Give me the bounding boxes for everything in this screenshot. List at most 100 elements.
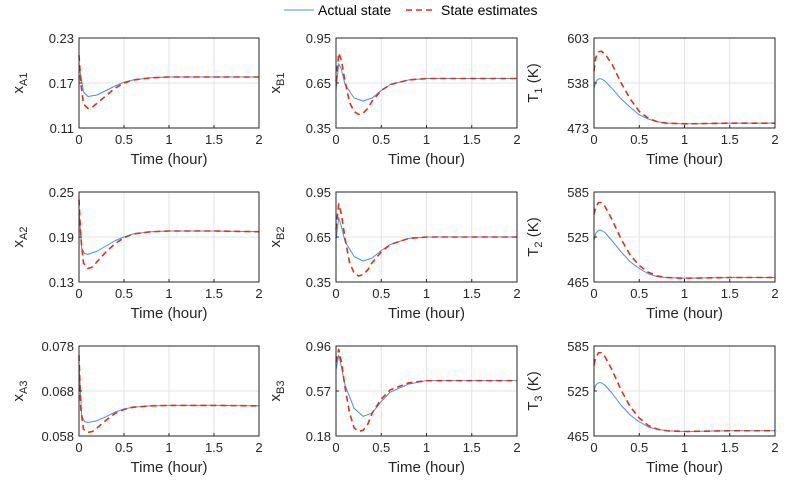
state-estimate-line [78,55,259,110]
subplot-xA1: 0 0.5 1 1.5 2 0.11 0.17 0.23 Time (hour) xA1 [10,31,263,168]
x-tick-label: 1 [423,132,430,147]
x-tick-label: 0.5 [630,132,648,147]
subplot-T3: 0 0.5 1 1.5 2 465 525 585 Time (hour) T3 (K) [525,339,779,476]
y-tick-label: 525 [567,230,589,245]
y-tick-label: 0.17 [49,76,74,91]
y-tick-label: 465 [567,429,589,444]
y-tick-label: 0.19 [49,230,74,245]
x-tick-label: 2 [255,132,262,147]
y-tick-label: 525 [567,384,589,399]
y-tick-label: 0.96 [306,339,331,354]
y-tick-label: 0.068 [41,384,74,399]
y-tick-label: 538 [567,76,589,91]
x-tick-label: 1 [681,286,688,301]
y-axis-label: xA1 [10,73,30,94]
x-tick-label: 0 [75,132,82,147]
state-estimate-line [593,50,775,125]
x-tick-label: 0 [75,440,82,455]
x-tick-label: 1 [165,286,172,301]
x-tick-label: 2 [513,132,520,147]
y-axis-label: T1 (K) [525,63,545,102]
y-tick-label: 465 [567,275,589,290]
x-tick-label: 1 [165,132,172,147]
x-tick-label: 2 [255,440,262,455]
x-axis-label: Time (hour) [646,305,723,322]
x-tick-label: 0 [332,132,339,147]
y-axis-label: xA2 [10,227,30,248]
y-tick-label: 0.058 [41,429,74,444]
y-tick-label: 0.57 [306,384,331,399]
x-tick-label: 0 [590,440,597,455]
subplot-xB3: 0 0.5 1 1.5 2 0.18 0.57 0.96 Time (hour) xB3 [267,339,521,476]
x-tick-label: 1.5 [463,132,481,147]
x-tick-label: 1.5 [721,132,739,147]
y-tick-label: 0.11 [50,121,74,136]
x-tick-label: 2 [771,132,778,147]
y-tick-label: 0.35 [306,121,331,136]
x-tick-label: 2 [513,440,520,455]
x-tick-label: 0 [590,286,597,301]
x-axis-label: Time (hour) [131,151,208,168]
state-estimate-line [335,348,517,433]
y-axis-label: xB2 [267,227,287,248]
subplot-xB1: 0 0.5 1 1.5 2 0.35 0.65 0.95 Time (hour) xB1 [267,31,521,168]
x-axis-label: Time (hour) [646,151,723,168]
y-tick-label: 0.13 [49,275,74,290]
y-tick-label: 0.35 [306,275,331,290]
y-axis-label: T3 (K) [525,371,545,410]
y-tick-label: 0.18 [306,429,331,444]
state-estimate-line [335,203,517,277]
subplot-T2: 0 0.5 1 1.5 2 465 525 585 Time (hour) T2 (K) [525,185,779,322]
x-tick-label: 1.5 [463,286,481,301]
x-axis-label: Time (hour) [646,459,723,476]
subplot-T1: 0 0.5 1 1.5 2 473 538 603 Time (hour) T1 (K) [525,31,779,168]
y-axis-label: T2 (K) [525,217,545,256]
y-tick-label: 473 [567,121,589,136]
actual-state-line [78,363,260,423]
x-tick-label: 1 [423,440,430,455]
x-tick-label: 2 [513,286,520,301]
y-tick-label: 0.95 [306,185,331,200]
y-tick-label: 585 [567,185,589,200]
x-axis-label: Time (hour) [388,305,465,322]
x-tick-label: 1.5 [205,440,223,455]
x-tick-label: 1.5 [205,132,223,147]
legend: Actual state State estimates [284,2,538,18]
x-tick-label: 1.5 [721,286,739,301]
x-tick-label: 2 [255,286,262,301]
y-tick-label: 0.65 [306,230,331,245]
subplot-xA3: 0 0.5 1 1.5 2 0.058 0.068 0.078 Time (hour) xA3 [10,339,263,476]
y-tick-label: 603 [567,31,589,46]
x-axis-label: Time (hour) [131,459,208,476]
legend-actual-label: Actual state [318,2,391,18]
state-estimate-line [78,354,260,434]
subplot-xB2: 0 0.5 1 1.5 2 0.35 0.65 0.95 Time (hour) xB2 [267,185,521,322]
x-tick-label: 1.5 [463,440,481,455]
x-tick-label: 0 [332,440,339,455]
x-axis-label: Time (hour) [131,305,208,322]
x-tick-label: 0.5 [372,440,390,455]
x-tick-label: 2 [771,286,778,301]
y-tick-label: 0.23 [49,31,74,46]
x-tick-label: 0.5 [372,132,390,147]
x-tick-label: 0.5 [372,286,390,301]
x-tick-label: 0.5 [115,132,133,147]
y-tick-label: 0.25 [49,185,74,200]
state-estimate-line [593,201,775,280]
y-tick-label: 0.95 [306,31,331,46]
legend-estimate-label: State estimates [441,2,538,18]
x-tick-label: 1 [681,440,688,455]
y-axis-label: xB3 [267,381,287,402]
x-tick-label: 1 [423,286,430,301]
x-tick-label: 2 [771,440,778,455]
y-axis-label: xB1 [267,73,287,94]
y-tick-label: 0.078 [41,339,74,354]
state-estimate-line [78,199,260,270]
x-tick-label: 1 [165,440,172,455]
state-estimate-line [593,351,775,433]
y-tick-label: 585 [567,339,589,354]
y-axis-label: xA3 [10,381,30,402]
x-axis-label: Time (hour) [388,151,465,168]
x-tick-label: 0.5 [115,286,133,301]
x-axis-label: Time (hour) [388,459,465,476]
